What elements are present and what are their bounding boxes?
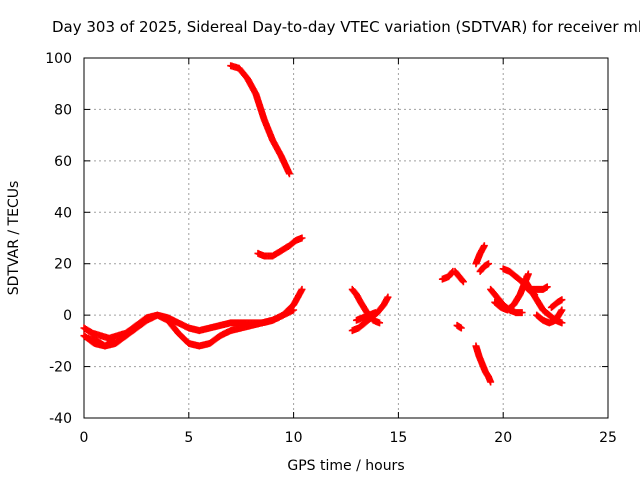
x-tick-label: 15 [389,430,407,446]
x-tick-label: 25 [599,430,617,446]
x-tick-label: 20 [494,430,512,446]
data-point-marker [109,337,117,345]
series-track-n [472,342,495,386]
y-tick-label: 0 [63,308,72,324]
x-tick-label: 5 [184,430,193,446]
x-tick-label: 10 [285,430,303,446]
data-point-marker [518,309,526,317]
data-point-marker [487,378,495,386]
data-point-marker [558,306,566,314]
series-track-e [254,234,306,260]
x-axis-label: GPS time / hours [287,458,405,474]
series-track-l [472,242,488,268]
series-track-j [451,267,467,286]
series-track-m [476,260,493,275]
data-point-marker [558,319,566,327]
data-point-marker [298,285,306,293]
data-point-marker [384,293,392,301]
series-track-k [453,321,465,332]
data-point-marker [524,270,532,278]
data-point-marker [298,234,306,242]
series-track-a [80,285,306,342]
data-point-marker [543,283,551,291]
series-track-c [84,334,117,350]
data-point-marker [290,306,298,314]
series-track-u [547,296,566,311]
data-point-marker [480,242,488,250]
data-point-marker [457,324,465,332]
data-point-marker [285,170,293,178]
series-track-s [533,306,566,327]
y-tick-label: 80 [54,102,72,118]
y-tick-label: 60 [54,154,72,170]
data-point-marker [485,260,493,268]
series-track-t [526,283,551,293]
series-track-i [438,267,457,283]
plot-frame [83,57,609,419]
y-tick-label: 40 [54,205,72,221]
data-point-marker [558,296,566,304]
data-point-marker [459,277,467,285]
data-point-marker [376,319,384,327]
y-tick-label: 100 [45,51,72,67]
y-tick-label: 20 [54,257,72,273]
x-tick-label: 0 [80,430,89,446]
series-track-p [491,270,532,314]
series-track-d [227,62,293,178]
series-track-h [352,309,379,324]
y-tick-label: -20 [49,360,72,376]
data-point-marker [459,278,467,286]
y-tick-label: -40 [49,411,72,427]
data-point-marker [371,309,379,317]
chart-title: Day 303 of 2025, Sidereal Day-to-day VTE… [52,18,640,36]
